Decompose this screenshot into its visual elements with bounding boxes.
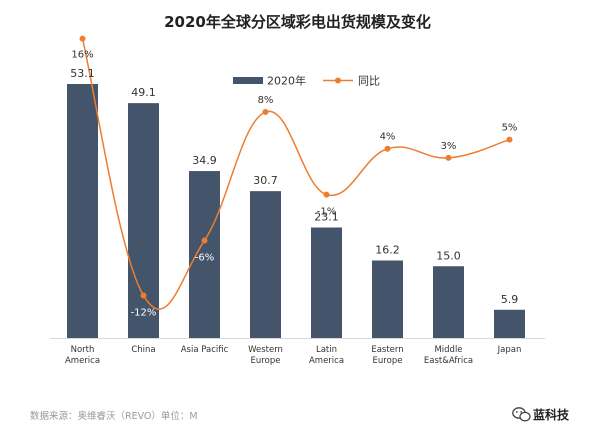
brand-name: 蓝科技: [533, 407, 570, 422]
yoy-label-0: 16%: [71, 50, 93, 61]
category-label-3-1: Europe: [251, 356, 281, 366]
bar-value-label-4: 23.1: [314, 211, 339, 224]
line-series: [79, 35, 513, 310]
category-label-2-0: Asia Pacific: [181, 345, 229, 355]
category-label-4-0: Latin: [316, 345, 337, 355]
chart-title: 2020年全球分区域彩电出货规模及变化: [164, 13, 431, 31]
yoy-point-4: [323, 191, 330, 198]
legend-label-bar: 2020年: [267, 74, 306, 88]
yoy-point-6: [445, 154, 452, 161]
yoy-label-6: 3%: [441, 141, 457, 152]
yoy-point-7: [506, 136, 513, 143]
brand-watermark: 蓝科技: [512, 407, 570, 422]
wechat-icon: [512, 407, 531, 422]
bar-value-label-5: 16.2: [375, 244, 400, 257]
bar-value-label-3: 30.7: [253, 174, 278, 187]
category-label-5-0: Eastern: [371, 345, 403, 355]
bar-5: [372, 260, 403, 338]
source-note: 数据来源：奥维睿沃（REVO）单位：M: [30, 410, 198, 422]
category-label-5-1: Europe: [373, 356, 403, 366]
data-labels: 53.1 49.1 34.9 30.7 23.1 16.2 15.0 5.9 16% -12% -6…: [70, 50, 518, 319]
yoy-point-2: [201, 237, 208, 244]
category-label-0-1: America: [65, 356, 100, 366]
yoy-label-2: -6%: [195, 252, 214, 263]
yoy-label-3: 8%: [258, 95, 274, 106]
bar-0: [67, 84, 98, 338]
legend-swatch-bar: [233, 77, 263, 84]
bar-1: [128, 103, 159, 338]
category-label-0-0: North: [71, 345, 95, 355]
bar-series: [67, 84, 525, 338]
legend-swatch-marker: [335, 77, 341, 84]
bar-6: [433, 266, 464, 338]
yoy-point-1: [140, 292, 147, 299]
category-label-6-0: Middle: [434, 345, 462, 355]
category-label-1-0: China: [131, 345, 155, 355]
bar-3: [250, 191, 281, 338]
legend: 2020年 同比: [233, 74, 380, 88]
yoy-label-7: 5%: [502, 123, 518, 134]
category-label-4-1: America: [309, 356, 344, 366]
bar-2: [189, 171, 220, 338]
yoy-point-3: [262, 109, 269, 116]
bar-value-label-0: 53.1: [70, 67, 95, 80]
yoy-label-1: -12%: [131, 307, 157, 318]
category-label-7-0: Japan: [497, 345, 522, 355]
legend-label-line: 同比: [358, 75, 380, 88]
bar-value-label-6: 15.0: [436, 249, 461, 262]
category-label-6-1: East&Africa: [424, 356, 473, 366]
bar-value-label-1: 49.1: [131, 86, 156, 99]
category-label-3-0: Western: [248, 345, 283, 355]
bar-4: [311, 227, 342, 338]
yoy-point-0: [79, 35, 86, 42]
bar-7: [494, 309, 525, 338]
yoy-label-4: -1%: [317, 207, 336, 218]
yoy-point-5: [384, 145, 391, 152]
bar-value-label-7: 5.9: [501, 293, 519, 306]
bar-value-label-2: 34.9: [192, 154, 217, 167]
yoy-label-5: 4%: [380, 132, 396, 143]
